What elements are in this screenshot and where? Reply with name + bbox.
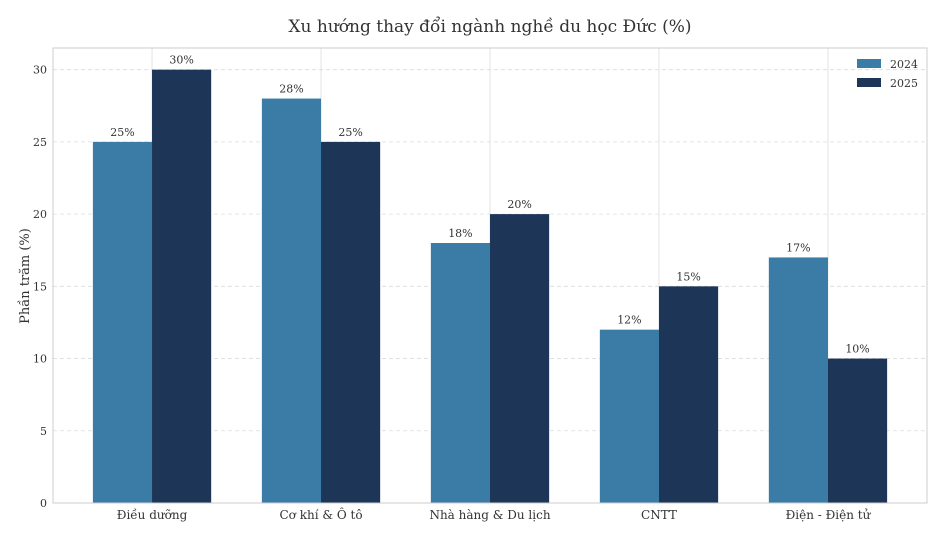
bar-2025-2	[490, 214, 550, 503]
y-tick-label: 5	[40, 425, 47, 438]
data-label: 25%	[110, 126, 134, 139]
legend-swatch-2025	[857, 78, 881, 87]
y-tick-label: 0	[40, 497, 47, 510]
bar-2025-1	[321, 141, 381, 503]
bar-2024-0	[92, 141, 153, 503]
bar-2024-2	[430, 243, 490, 503]
data-label: 10%	[845, 343, 869, 356]
y-tick-label: 15	[33, 280, 47, 293]
data-label: 20%	[507, 198, 531, 211]
legend: 2024 2025	[857, 58, 918, 90]
x-tick-label: CNTT	[641, 508, 677, 522]
y-tick-label: 25	[33, 136, 47, 149]
legend-label: 2024	[890, 58, 918, 71]
data-label: 15%	[676, 270, 700, 283]
data-label: 25%	[338, 126, 362, 139]
bar-2025-0	[152, 69, 212, 504]
data-label: 12%	[617, 314, 641, 327]
legend-swatch-2024	[857, 59, 881, 68]
data-label: 18%	[448, 227, 472, 240]
data-label: 17%	[786, 241, 810, 254]
legend-label: 2025	[890, 77, 918, 90]
y-tick-label: 20	[33, 208, 47, 221]
bar-2024-4	[768, 257, 828, 503]
data-label: 30%	[169, 54, 193, 67]
plot-frame	[52, 47, 928, 504]
y-axis-label: Phần trăm (%)	[17, 228, 33, 324]
data-label: 28%	[279, 83, 303, 96]
y-tick-label: 30	[33, 64, 47, 77]
y-tick-label: 10	[33, 353, 47, 366]
chart-title: Xu hướng thay đổi ngành nghề du học Đức …	[288, 17, 691, 37]
bar-2025-4	[827, 358, 888, 503]
x-tick-label: Điều dưỡng	[117, 507, 188, 522]
x-tick-label: Điện - Điện tử	[786, 508, 872, 522]
bar-2025-3	[658, 286, 719, 503]
bar-2024-1	[261, 98, 322, 504]
x-tick-label: Nhà hàng & Du lịch	[429, 508, 550, 522]
x-tick-label: Cơ khí & Ô tô	[279, 506, 362, 522]
bar-2024-3	[599, 329, 659, 503]
